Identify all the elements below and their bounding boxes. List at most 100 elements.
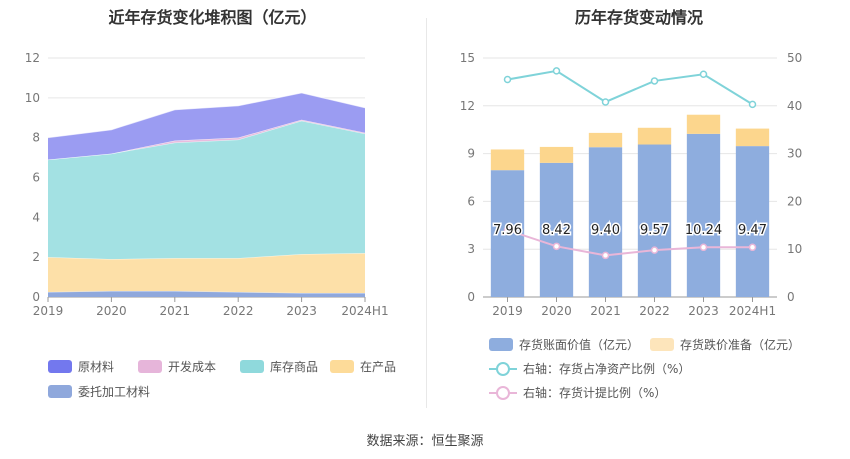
line-point-1 [552,242,561,251]
legend-item-raw-materials[interactable]: 原材料 [48,358,114,375]
x-tick-label: 2024H1 [729,304,776,318]
y-left-tick-label: 0 [467,290,475,304]
legend-item-finished-goods[interactable]: 库存商品 [240,358,318,375]
x-tick-label: 2022 [639,304,670,318]
x-tick-label: 2019 [492,304,523,318]
x-tick-label: 2022 [223,304,254,318]
legend-swatch-development-cost [138,360,162,373]
legend-label-processing-materials: 委托加工材料 [78,385,151,399]
bar-value-label: 7.96 [493,223,522,238]
y-left-tick-label: 3 [467,242,475,256]
bar-impairment [539,146,574,163]
legend-label-development-cost: 开发成本 [168,360,217,374]
y-left-tick-label: 12 [460,99,475,113]
line-series-1 [507,229,753,257]
legend-swatch-processing-materials [48,385,72,398]
x-tick-label: 2020 [96,304,127,318]
y-right-tick-label: 20 [787,194,802,208]
bar-impairment [686,114,721,134]
area-series-edge-4 [47,92,366,139]
y-left-tick-label: 9 [467,147,475,161]
line-series-0 [507,69,754,106]
line-point-1 [650,246,659,254]
line-point-1 [601,251,610,260]
y-right-tick-label: 50 [787,51,802,65]
legend-label-finished-goods: 库存商品 [270,360,319,374]
bar-book-value [735,146,770,297]
y-tick-label: 6 [32,171,40,185]
stacked-area-chart: 0 2 4 6 8 10 12 2019 2020 2021 2022 2023 2024H1 [25,51,389,318]
x-tick-label: 2023 [688,304,719,318]
legend-label-raw-materials: 原材料 [78,360,115,374]
bar-impairment [735,128,770,147]
panel-divider [426,18,427,408]
area-series-2 [48,120,365,260]
bar-book-value [637,144,672,297]
y-right-tick-label: 40 [787,99,802,113]
legend-label-work-in-progress: 在产品 [360,360,397,374]
bar-value-label: 9.47 [738,223,767,238]
bar-impairment [588,132,623,148]
line-point-0 [601,98,610,106]
area-series-1 [48,253,365,294]
line-point-1 [503,226,512,234]
area-series-edge-0 [47,290,365,294]
legend-swatch-finished-goods [240,360,264,373]
bar-book-value [588,147,623,297]
legend-item-inventory-ratio[interactable]: 右轴：存货占净资产比例（%） [489,360,690,377]
left-chart-title: 近年存货变化堆积图（亿元） [108,8,317,27]
legend-item-processing-materials[interactable]: 委托加工材料 [48,383,150,400]
x-tick-label: 2024H1 [341,304,388,318]
area-series-4 [48,92,365,160]
y-right-tick-label: 30 [787,147,802,161]
bar-impairment [490,149,525,171]
y-tick-label: 10 [25,91,40,105]
legend-item-book-value[interactable]: 存货账面价值（亿元） [489,336,639,353]
bar-value-label: 9.40 [591,223,620,238]
line-point-0 [552,67,561,75]
data-source-note: 数据来源：恒生聚源 [366,434,484,449]
bar-book-value [686,133,721,297]
line-point-0 [748,100,757,109]
right-chart-title: 历年存货变动情况 [574,8,703,27]
x-tick-label: 2021 [160,304,191,318]
bar-value-label: 8.42 [542,223,571,238]
bar-value-label: 9.57 [640,223,669,238]
bar-book-value [539,162,574,297]
line-point-1 [748,243,757,252]
bar-value-label: 10.24 [685,223,722,238]
legend-swatch-raw-materials [48,360,72,373]
line-point-0 [699,70,708,79]
y-tick-label: 8 [32,131,40,145]
stacked-area-chart-panel: 近年存货变化堆积图（亿元） 0 2 4 6 8 10 12 2019 2020 2021 2022 2… [0,0,425,410]
legend-swatch-provision-ratio [489,385,517,400]
bar-line-chart: 0 3 6 9 12 15 0 10 20 30 40 50 2019 2020 2021 2022 2023 2… [460,51,803,318]
y-right-tick-label: 0 [787,290,795,304]
x-tick-label: 2020 [541,304,572,318]
x-tick-label: 2021 [590,304,621,318]
legend-item-provision-ratio[interactable]: 右轴：存货计提比例（%） [489,384,666,401]
y-tick-label: 2 [32,250,40,264]
x-tick-label: 2019 [33,304,64,318]
legend-label-book-value: 存货账面价值（亿元） [519,338,640,352]
line-point-0 [503,75,512,84]
area-series-edge-3 [47,119,366,161]
legend-item-work-in-progress[interactable]: 在产品 [330,358,396,375]
legend-label-provision-ratio: 右轴：存货计提比例（%） [523,386,667,400]
legend-swatch-work-in-progress [330,360,354,373]
bar-line-chart-panel: 历年存货变动情况 0 3 6 9 12 15 0 10 20 30 40 50 2019 2020 2021… [428,0,850,410]
y-tick-label: 0 [32,290,40,304]
y-tick-label: 12 [25,51,40,65]
legend-label-inventory-ratio: 右轴：存货占净资产比例（%） [523,362,691,376]
legend-swatch-inventory-ratio [489,361,517,376]
x-tick-label: 2023 [286,304,317,318]
line-point-1 [699,243,708,252]
legend-label-impairment: 存货跌价准备（亿元） [680,338,801,352]
y-right-tick-label: 10 [787,242,802,256]
legend-item-development-cost[interactable]: 开发成本 [138,358,216,375]
legend-swatch-impairment [650,338,674,351]
line-point-0 [650,77,659,85]
y-left-tick-label: 6 [467,194,475,208]
legend-item-impairment[interactable]: 存货跌价准备（亿元） [650,336,800,353]
bar-impairment [637,127,672,145]
